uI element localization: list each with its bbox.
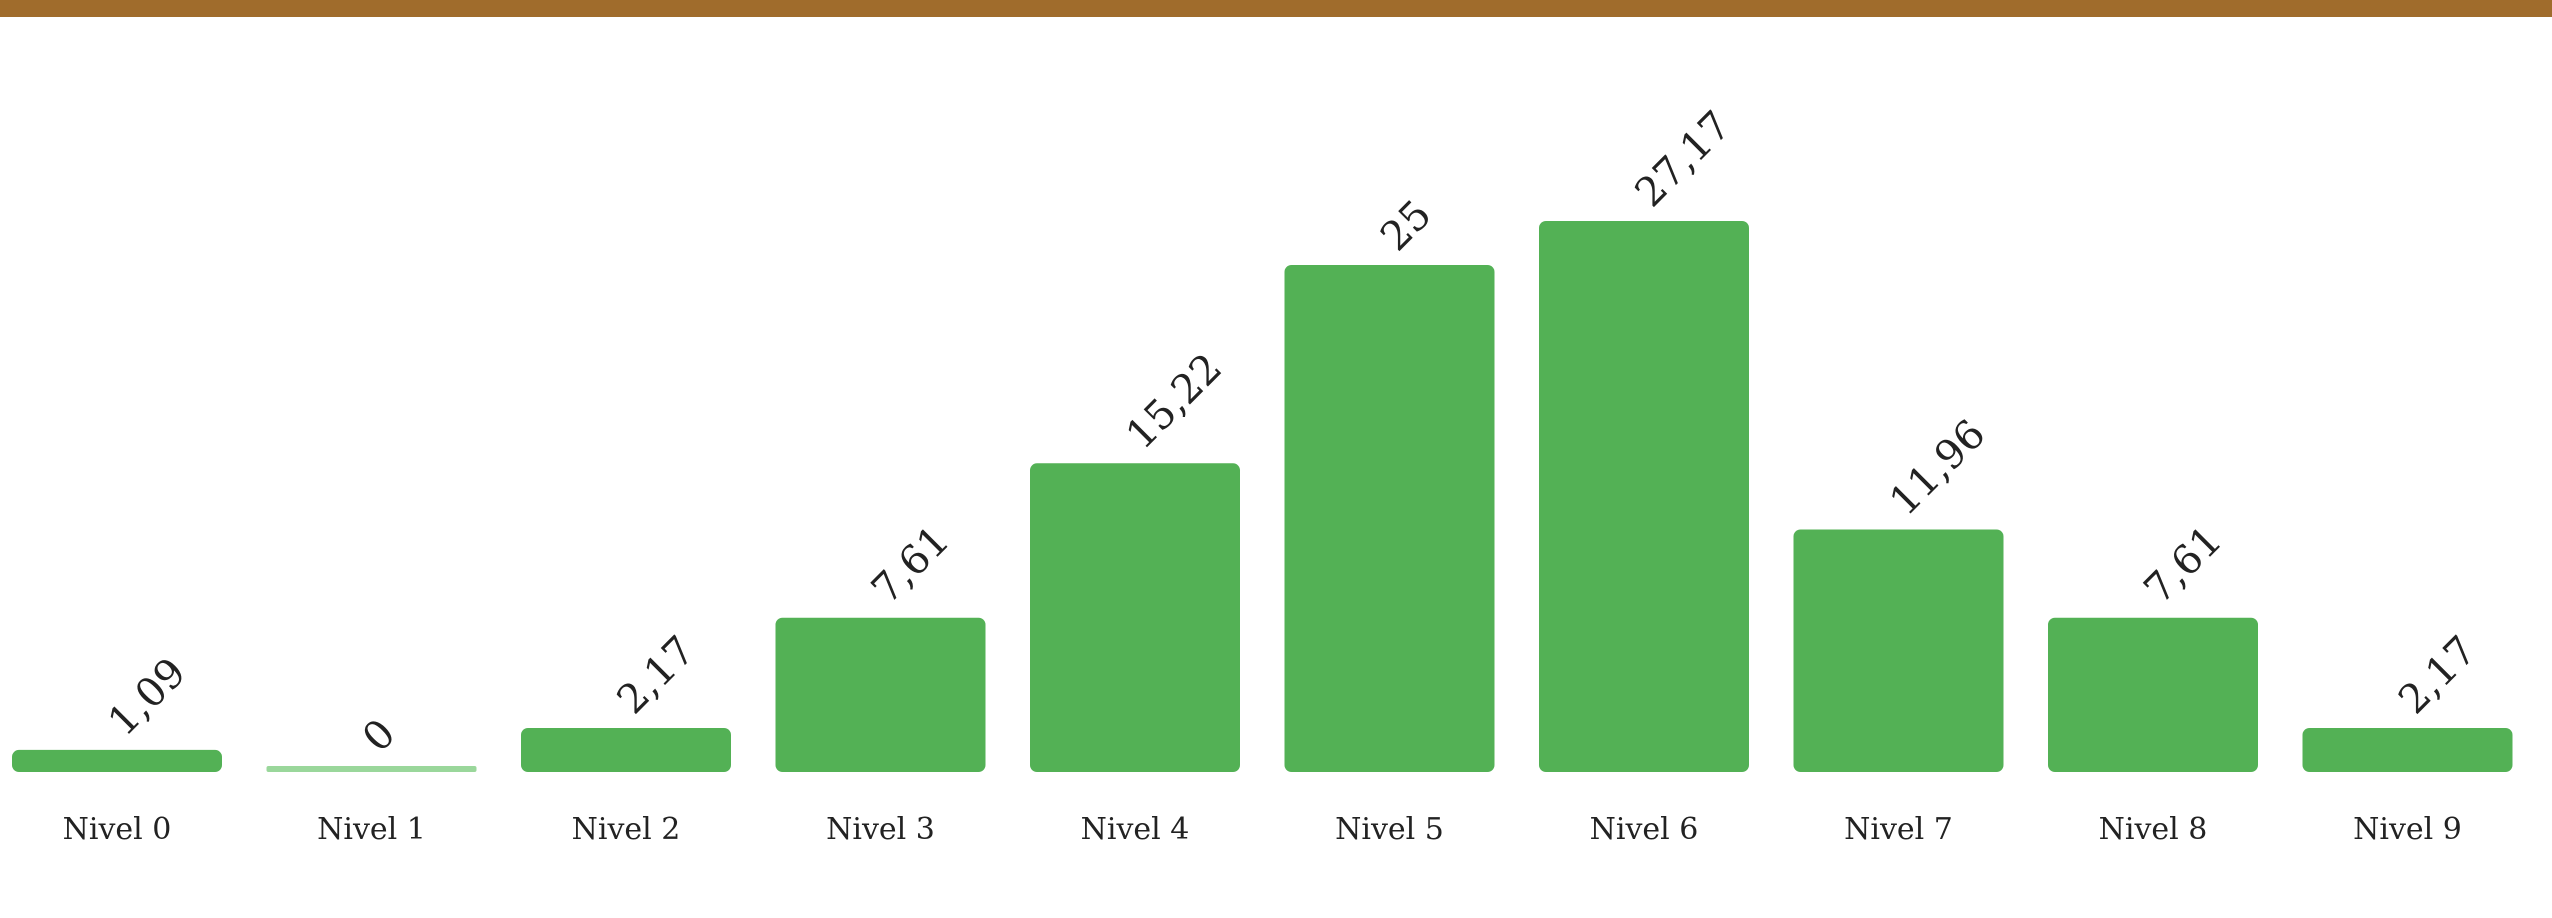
bar-nivel-4 bbox=[1030, 463, 1240, 772]
value-label: 27,17 bbox=[1627, 103, 1741, 217]
bar-nivel-5 bbox=[1284, 265, 1495, 772]
x-tick-label: Nivel 9 bbox=[2353, 812, 2462, 847]
bar-nivel-6 bbox=[1539, 221, 1749, 772]
bar-nivel-2 bbox=[521, 728, 731, 772]
value-label: 0 bbox=[354, 711, 405, 762]
chart-svg: 1,09 0 2,17 7,61 15,22 25 27,17 11,96 7,61 2,17 N… bbox=[12, 103, 2513, 847]
x-tick-label: Nivel 5 bbox=[1335, 812, 1444, 847]
x-axis-tick-labels: Nivel 0 Nivel 1 Nivel 2 Nivel 3 Nivel 4 Nivel… bbox=[63, 812, 2462, 847]
value-label: 7,61 bbox=[2136, 517, 2232, 613]
bar-nivel-0 bbox=[12, 749, 222, 772]
bar-nivel-1 bbox=[266, 766, 477, 772]
bar-chart: 1,09 0 2,17 7,61 15,22 25 27,17 11,96 7,61 2,17 N… bbox=[0, 17, 2552, 918]
bar-nivel-7 bbox=[1793, 529, 2004, 772]
value-label: 11,96 bbox=[1881, 411, 1995, 525]
value-label: 25 bbox=[1372, 192, 1441, 261]
x-tick-label: Nivel 2 bbox=[572, 812, 681, 847]
value-label: 2,17 bbox=[609, 628, 705, 724]
x-tick-label: Nivel 3 bbox=[826, 812, 935, 847]
value-label: 15,22 bbox=[1118, 345, 1232, 459]
x-tick-label: Nivel 7 bbox=[1844, 812, 1953, 847]
value-label: 2,17 bbox=[2390, 628, 2486, 724]
bar-nivel-9 bbox=[2302, 728, 2513, 772]
x-tick-label: Nivel 4 bbox=[1081, 812, 1190, 847]
x-tick-label: Nivel 1 bbox=[317, 812, 426, 847]
bar-nivel-3 bbox=[775, 617, 986, 772]
top-bar bbox=[0, 0, 2552, 17]
value-label: 7,61 bbox=[863, 517, 959, 613]
value-label: 1,09 bbox=[100, 649, 196, 745]
x-tick-label: Nivel 6 bbox=[1590, 812, 1699, 847]
bar-nivel-8 bbox=[2048, 617, 2258, 772]
x-tick-label: Nivel 8 bbox=[2099, 812, 2208, 847]
bars-layer bbox=[12, 221, 2513, 772]
x-tick-label: Nivel 0 bbox=[63, 812, 172, 847]
